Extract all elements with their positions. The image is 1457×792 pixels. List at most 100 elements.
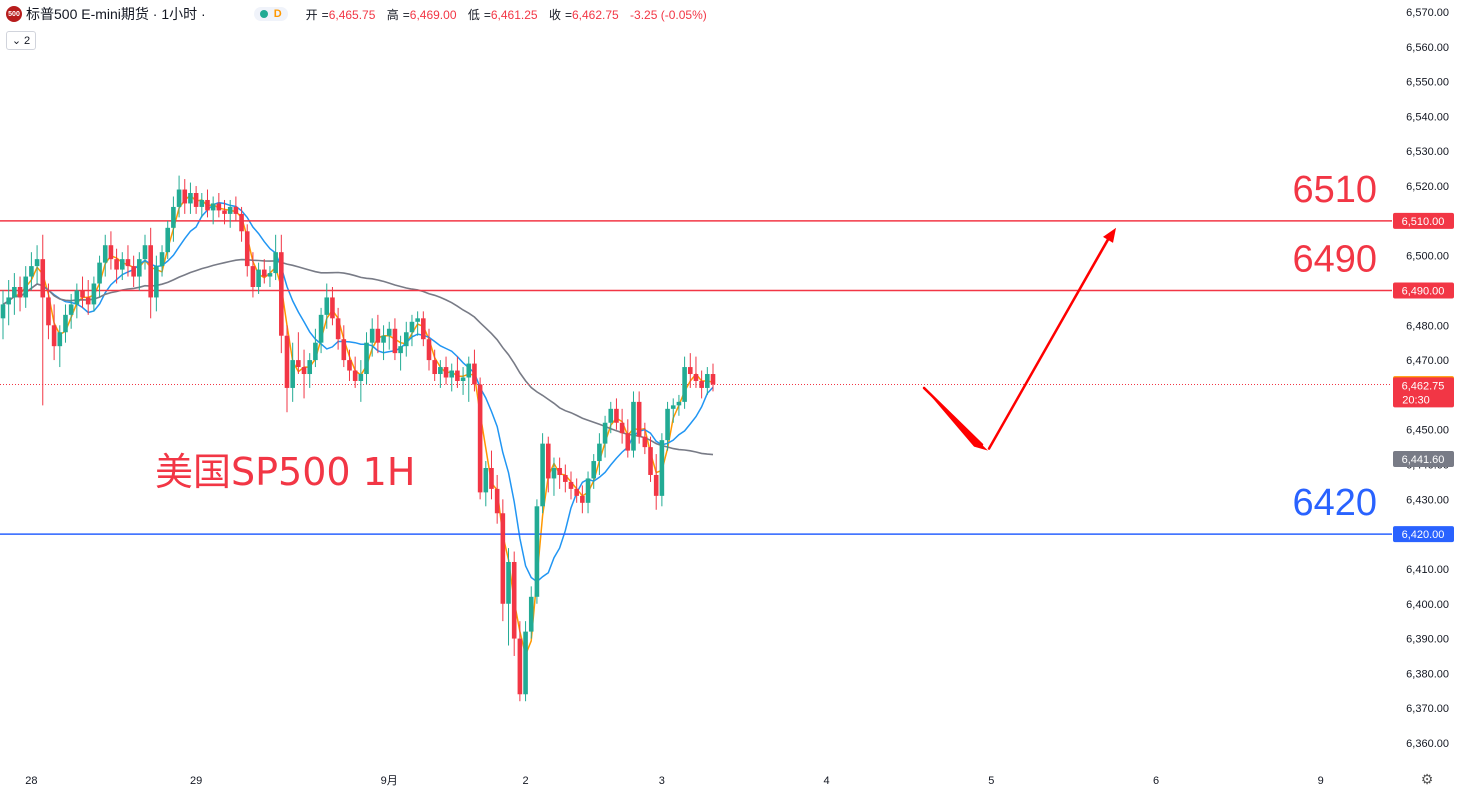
candle-body <box>273 252 278 274</box>
x-tick-label: 2 <box>522 775 528 787</box>
candle-body <box>653 474 659 496</box>
price-tag-label: 6,420.00 <box>1402 529 1445 541</box>
ohlc-readout: 开 =6,465.75 高 =6,469.00 低 =6,461.25 收 =6,462… <box>305 7 707 22</box>
candle-body <box>165 227 171 253</box>
last-price-tag <box>1393 377 1454 408</box>
candle-body <box>648 447 653 475</box>
candle-body <box>313 342 318 361</box>
candle-body <box>517 638 523 695</box>
candle-body <box>97 262 102 284</box>
y-tick-label: 6,540.00 <box>1406 111 1449 123</box>
y-tick-label: 6,560.00 <box>1406 42 1449 54</box>
candle-body <box>34 259 40 267</box>
candle-body <box>239 213 244 232</box>
candle-body <box>619 422 625 434</box>
candle-body <box>472 363 477 385</box>
candle-body <box>455 370 460 381</box>
candle-body <box>540 443 545 507</box>
candle-body <box>51 325 57 347</box>
symbol-title[interactable]: 标普500 E-mini期货 · 1小时 · <box>26 6 206 22</box>
candle-body <box>154 266 159 298</box>
candle-body <box>296 360 301 368</box>
candle-body <box>6 297 11 305</box>
candle-body <box>398 346 403 354</box>
gear-icon[interactable]: ⚙ <box>1420 771 1434 787</box>
candle-body <box>347 360 352 371</box>
candle-body <box>528 596 534 632</box>
candle-body <box>381 335 386 343</box>
candle-body <box>364 342 369 375</box>
level-label: 6510 <box>1292 169 1377 211</box>
candle-body <box>40 259 46 298</box>
candle-body <box>591 461 597 479</box>
low-label: 低 <box>467 7 480 22</box>
x-tick-label: 4 <box>823 775 829 787</box>
candle-body <box>682 367 687 402</box>
candle-body <box>523 631 528 695</box>
candle-body <box>369 328 375 343</box>
candle-body <box>125 259 131 267</box>
candle-body <box>636 401 642 437</box>
change-value: -3.25 (-0.05%) <box>630 7 707 22</box>
symbol-logo: 500 <box>6 6 22 22</box>
candle-body <box>710 374 716 385</box>
candle-body <box>614 408 619 423</box>
candle-body <box>563 474 568 482</box>
candle-body <box>261 269 267 277</box>
y-tick-label: 6,570.00 <box>1406 7 1449 19</box>
price-tag-label: 6,441.60 <box>1402 454 1445 466</box>
candle-body <box>705 374 710 388</box>
candle-body <box>443 367 449 378</box>
candle-body <box>477 384 483 493</box>
candle-body <box>68 304 74 315</box>
candle-body <box>597 443 602 462</box>
candle-body <box>568 481 574 489</box>
forecast-segment <box>922 386 984 446</box>
candle-body <box>290 360 295 388</box>
candle-body <box>188 193 193 204</box>
market-status[interactable]: D <box>253 7 288 21</box>
candle-body <box>114 259 119 270</box>
candle-body <box>131 266 136 277</box>
low-value: 6,461.25 <box>490 7 538 22</box>
open-value: 6,465.75 <box>328 7 376 22</box>
candle-body <box>602 422 608 444</box>
y-tick-label: 6,450.00 <box>1406 425 1449 437</box>
y-tick-label: 6,520.00 <box>1406 181 1449 193</box>
candle-body <box>176 189 182 207</box>
candle-body <box>580 495 585 503</box>
y-tick-label: 6,550.00 <box>1406 77 1449 89</box>
forecast-arrowhead <box>1103 227 1116 243</box>
chart-annotation: 美国SP500 1H <box>155 450 415 494</box>
candle-body <box>557 468 562 475</box>
candle-body <box>0 304 6 319</box>
candle-body <box>199 199 205 207</box>
candle-body <box>119 259 125 270</box>
candle-body <box>625 433 631 451</box>
candle-body <box>250 266 256 287</box>
candle-body <box>693 374 699 381</box>
indicator-toggle-button[interactable]: ⌄ 2 <box>6 31 36 50</box>
candle-body <box>29 266 34 277</box>
candle-body <box>210 203 216 211</box>
candle-body <box>335 318 341 340</box>
chevron-down-icon: ⌄ <box>11 35 22 47</box>
y-tick-label: 6,430.00 <box>1406 494 1449 506</box>
chart-header: 500 标普500 E-mini期货 · 1小时 · D 开 =6,465.75 … <box>0 0 711 28</box>
x-tick-label: 9月 <box>381 775 398 787</box>
candle-body <box>687 367 693 375</box>
candle-body <box>171 206 176 228</box>
candle-body <box>330 297 335 319</box>
candle-body <box>74 290 80 305</box>
level-price-tag <box>1393 212 1454 229</box>
close-value: 6,462.75 <box>571 7 619 22</box>
high-value: 6,469.00 <box>409 7 457 22</box>
candle-body <box>63 314 68 333</box>
candle-body <box>108 245 114 260</box>
candle-body <box>23 276 29 298</box>
candle-body <box>534 506 540 597</box>
candle-body <box>483 468 489 493</box>
candle-body <box>511 561 517 639</box>
candle-body <box>318 314 324 343</box>
